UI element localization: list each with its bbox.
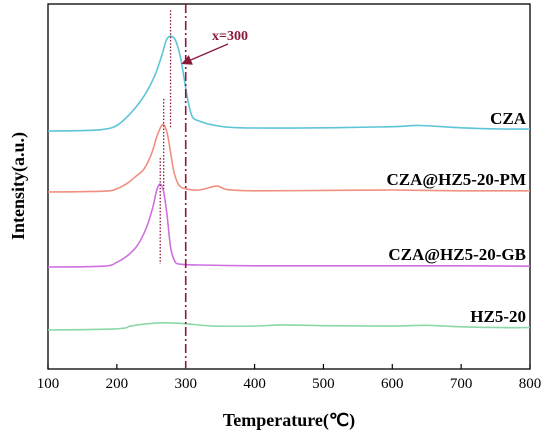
x-axis-title: Temperature(℃) — [223, 410, 355, 431]
series-line-hz5-20 — [47, 321, 531, 331]
series-line-cza — [47, 35, 531, 132]
x-tick-label: 600 — [381, 376, 404, 392]
x-axis-ticks: 100 200 300 400 500 600 700 800 — [37, 364, 542, 392]
x-tick-label: 700 — [450, 376, 473, 392]
peak-markers — [159, 10, 172, 264]
series-label: HZ5-20 — [470, 307, 526, 326]
series-line-cza-hz5-20-pm — [47, 123, 531, 193]
series-label: CZA@HZ5-20-PM — [386, 170, 526, 189]
annotation-arrow — [181, 43, 229, 65]
x-tick-label: 400 — [243, 376, 266, 392]
annotation-label: x=300 — [212, 29, 248, 44]
x-tick-label: 300 — [174, 376, 197, 392]
x-tick-label: 500 — [312, 376, 335, 392]
series-label: CZA — [490, 109, 527, 128]
x-tick-label: 800 — [519, 376, 542, 392]
series-label: CZA@HZ5-20-GB — [388, 245, 526, 264]
x-tick-label: 200 — [106, 376, 129, 392]
series-labels: CZA CZA@HZ5-20-PM CZA@HZ5-20-GB HZ5-20 — [386, 109, 526, 326]
series-lines — [47, 35, 531, 331]
x-tick-label: 100 — [37, 376, 60, 392]
series-line-cza-hz5-20-gb — [47, 183, 531, 268]
plot-frame — [47, 3, 531, 370]
y-axis-title: Intensity(a.u.) — [8, 132, 29, 240]
